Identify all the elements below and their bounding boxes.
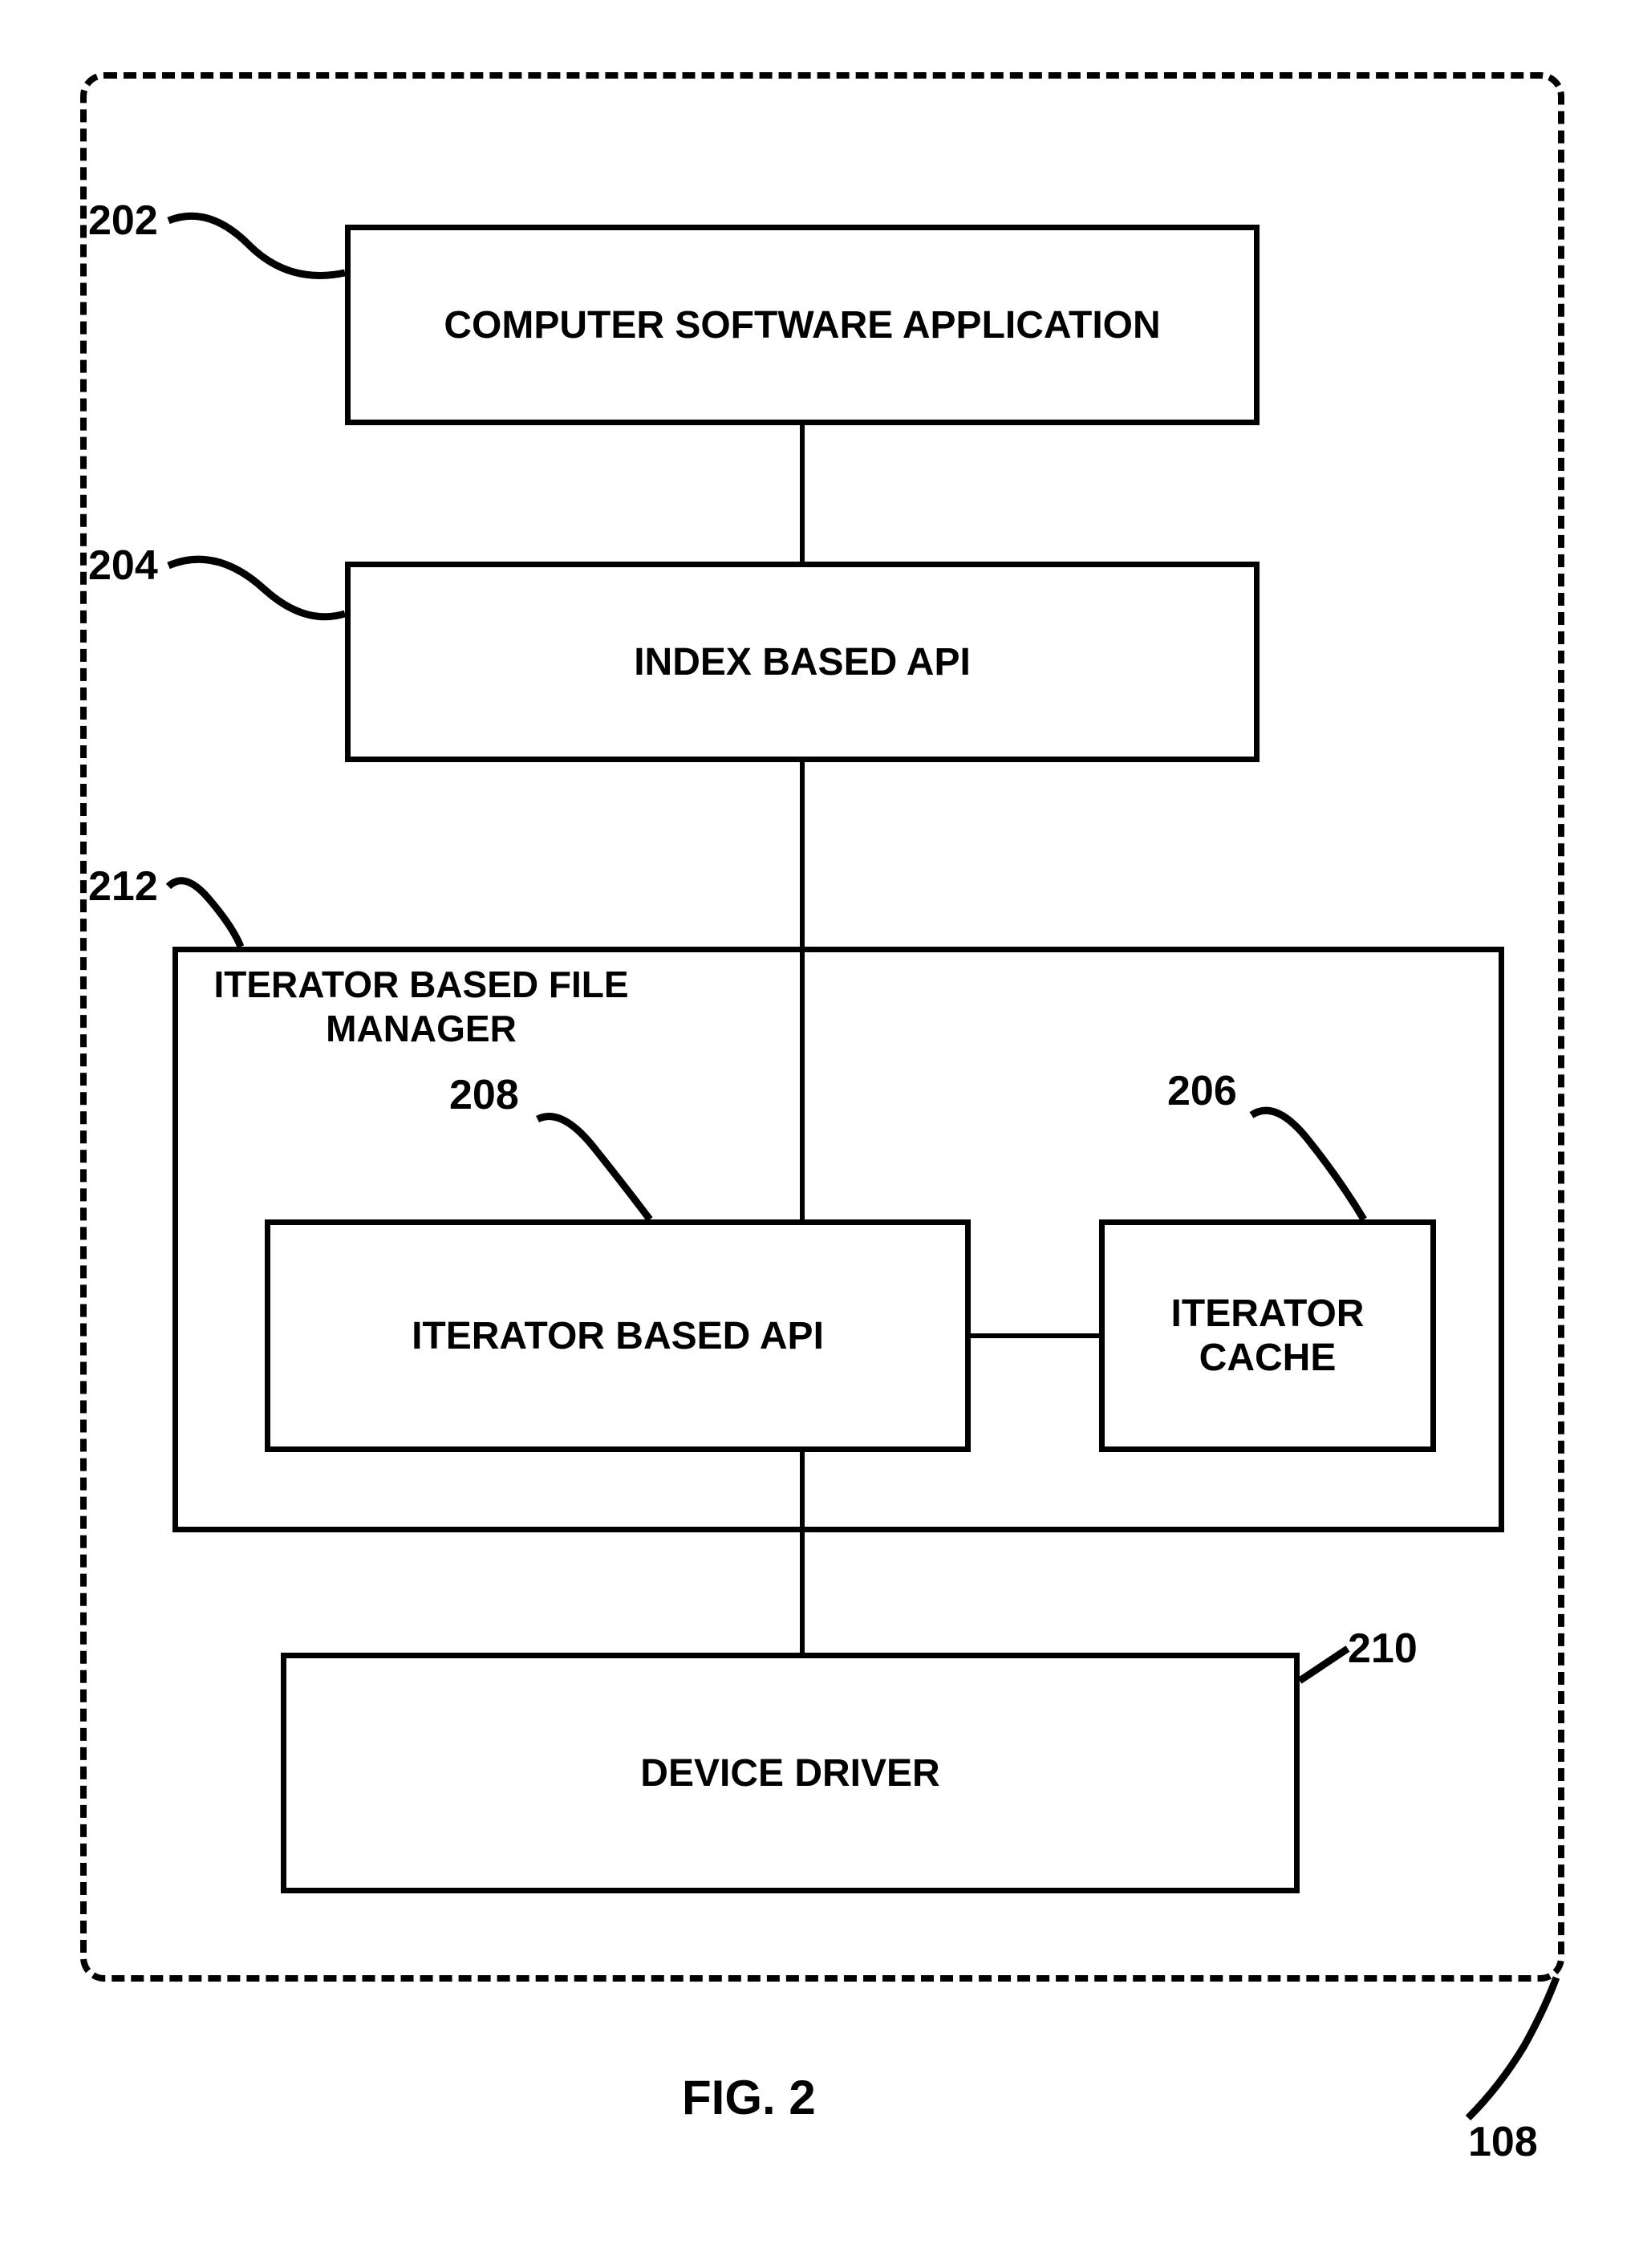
label-108-text: 108 — [1468, 2119, 1538, 2165]
label-210-text: 210 — [1348, 1625, 1418, 1672]
label-202-text: 202 — [88, 197, 158, 244]
label-202: 202 — [88, 197, 158, 245]
label-210: 210 — [1348, 1625, 1418, 1673]
label-212: 212 — [88, 862, 158, 911]
figure-caption: FIG. 2 — [682, 2070, 816, 2125]
diagram-canvas: COMPUTER SOFTWARE APPLICATION INDEX BASE… — [0, 0, 1647, 2268]
label-208: 208 — [449, 1071, 519, 1119]
label-206: 206 — [1167, 1067, 1237, 1115]
connector-lines — [0, 0, 1647, 2268]
label-212-text: 212 — [88, 863, 158, 910]
label-108: 108 — [1468, 2118, 1538, 2166]
label-204: 204 — [88, 542, 158, 590]
label-206-text: 206 — [1167, 1068, 1237, 1114]
label-208-text: 208 — [449, 1072, 519, 1118]
label-204-text: 204 — [88, 542, 158, 589]
figure-caption-text: FIG. 2 — [682, 2071, 816, 2124]
